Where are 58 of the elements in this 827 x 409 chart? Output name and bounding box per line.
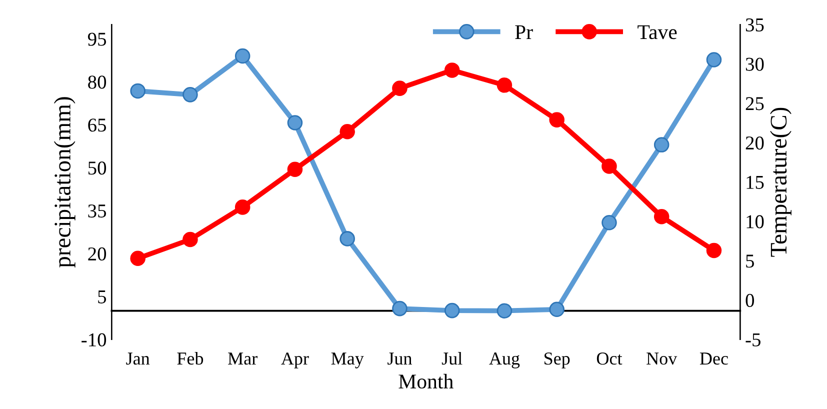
x-tick-label: Jan — [126, 352, 150, 365]
point — [549, 112, 564, 128]
x-axis-title: Month — [398, 374, 454, 389]
x-tick-label: Sep — [544, 352, 570, 368]
x-tick-label: Nov — [646, 352, 678, 365]
y-tick-label: 95 — [88, 32, 106, 46]
y-tick-label: 50 — [88, 162, 106, 175]
y2-tick-label: 15 — [746, 176, 764, 189]
y-axis-title: precipitation(mm) — [54, 97, 76, 268]
legend-label: Pr — [515, 25, 533, 39]
y-tick-label: 65 — [88, 118, 106, 132]
y2-tick-label: 5 — [746, 254, 754, 268]
point — [444, 62, 460, 78]
y-tick-label: 20 — [88, 247, 106, 261]
point — [234, 48, 250, 64]
y-tick-label: 80 — [88, 76, 106, 89]
x-tick-label: Mar — [228, 352, 258, 365]
y2-tick-label: 10 — [746, 215, 764, 228]
point — [706, 242, 722, 258]
point — [287, 115, 303, 130]
y2-tick-label: 30 — [746, 58, 764, 71]
point — [392, 80, 408, 96]
point — [496, 78, 512, 93]
y2-tick-label: 20 — [746, 136, 764, 150]
point — [340, 124, 355, 140]
y2-tick-label: 0 — [746, 294, 754, 308]
point — [130, 83, 146, 99]
y2-tick-label: 25 — [746, 97, 764, 110]
point — [706, 52, 722, 68]
y-tick-label: -10 — [82, 333, 106, 346]
point — [287, 162, 303, 178]
x-tick-label: Apr — [281, 352, 309, 368]
point — [340, 231, 355, 246]
point — [392, 300, 408, 316]
y-tick-label: 5 — [98, 290, 106, 304]
point — [602, 158, 617, 174]
point — [130, 250, 146, 266]
x-tick-label: Jul — [442, 352, 462, 365]
y2-tick-label: 35 — [746, 18, 764, 32]
y-tick-label: 35 — [88, 204, 106, 218]
x-tick-label: Oct — [596, 352, 622, 365]
y2-axis-title: Temperature(C) — [770, 108, 792, 257]
point — [654, 209, 670, 224]
point — [234, 200, 250, 215]
x-tick-label: Aug — [489, 352, 520, 368]
point — [496, 303, 512, 318]
point — [182, 232, 198, 248]
point — [549, 302, 564, 318]
y2-tick-label: -5 — [746, 333, 760, 346]
legend-label: Tave — [638, 25, 677, 40]
point — [654, 137, 670, 152]
x-tick-label: Feb — [177, 352, 204, 365]
x-tick-label: Jun — [388, 352, 412, 365]
point — [602, 215, 617, 230]
point — [182, 87, 198, 102]
x-tick-label: May — [331, 352, 364, 368]
point — [444, 302, 460, 318]
x-tick-label: Dec — [700, 352, 728, 365]
